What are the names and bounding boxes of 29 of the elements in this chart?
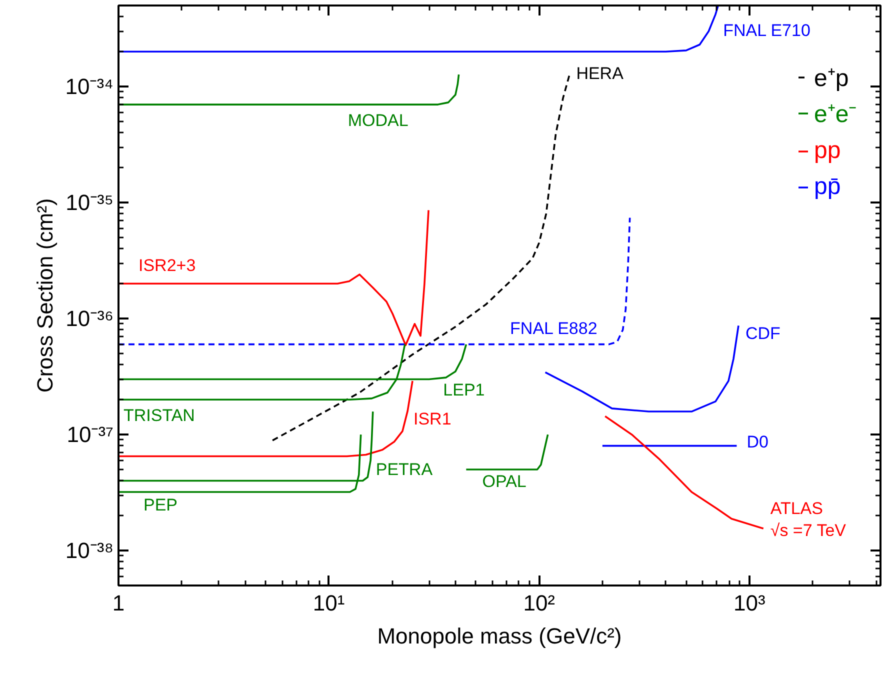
annotation: PEP: [144, 495, 178, 514]
y-axis-title: Cross Section (cm²): [32, 198, 58, 393]
annotation: OPAL: [482, 472, 526, 491]
y-tick-label: 10⁻³⁸: [65, 538, 114, 564]
y-tick-label: 10⁻³⁷: [66, 422, 114, 448]
y-tick-label: 10⁻³⁴: [65, 74, 114, 100]
x-axis-title: Monopole mass (GeV/c²): [377, 624, 622, 648]
annotation: CDF: [745, 324, 780, 344]
annotation: FNAL E882: [510, 318, 598, 338]
annotation: TRISTAN: [124, 406, 195, 426]
annotation: ATLAS √s =7 TeV: [770, 499, 847, 540]
annotation: HERA: [576, 64, 624, 84]
x-tick-label: 10²: [523, 590, 556, 616]
x-tick-label: 10¹: [312, 590, 345, 616]
x-tick-label: 1: [112, 590, 125, 616]
y-tick-label: 10⁻³⁶: [66, 306, 114, 332]
annotation: ISR1: [414, 409, 452, 428]
annotation: MODAL: [348, 111, 408, 130]
annotation: ISR2+3: [138, 256, 196, 276]
x-tick-label: 10³: [734, 590, 766, 616]
legend-label: e⁺p: [814, 64, 849, 93]
legend-label: e⁺e⁻: [814, 100, 857, 129]
legend-label: pp̄: [814, 173, 841, 201]
legend-label: pp: [814, 137, 841, 165]
annotation: FNAL E710: [723, 21, 810, 40]
annotation: LEP1: [443, 380, 485, 400]
annotation: PETRA: [376, 460, 434, 480]
annotation: D0: [746, 432, 768, 452]
y-tick-label: 10⁻³⁵: [66, 190, 114, 216]
